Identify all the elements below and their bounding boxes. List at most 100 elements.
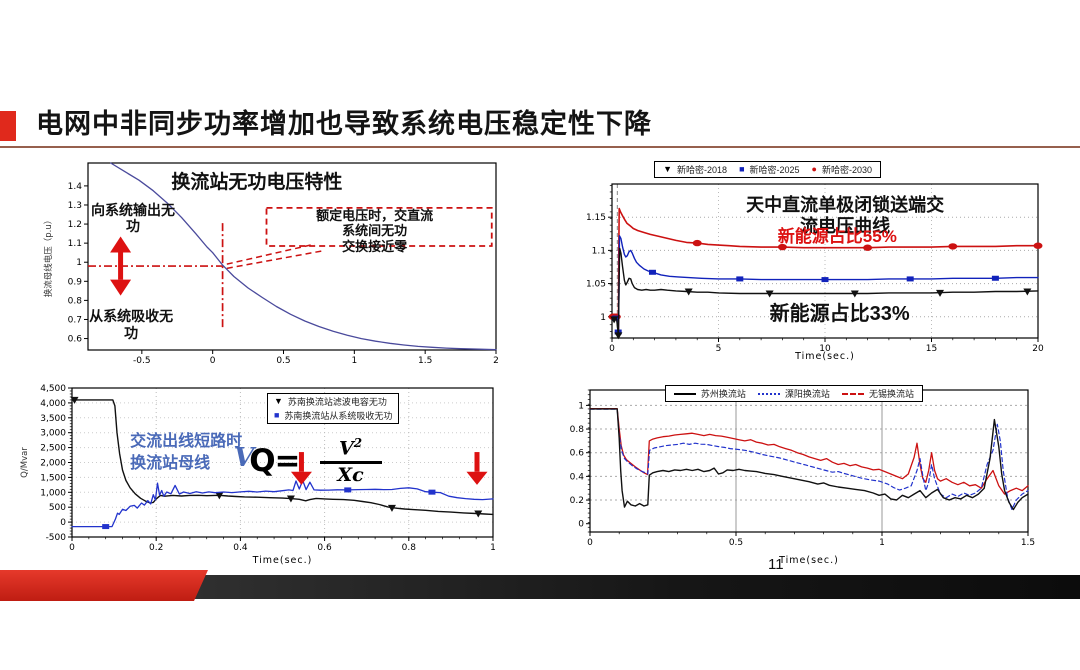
svg-text:0.4: 0.4	[570, 472, 585, 482]
svg-text:2,000: 2,000	[40, 459, 66, 469]
legend-item: 无锡换流站	[841, 387, 914, 400]
annotation-voltage-v: V	[233, 442, 255, 473]
legend-item: ■ 新哈密-2025	[739, 163, 799, 176]
footer-red-ribbon	[0, 570, 208, 601]
chart-legend: ▼ 苏南换流站滤波电容无功 ■ 苏南换流站从系统吸收无功	[266, 393, 400, 425]
svg-text:-500: -500	[46, 533, 67, 543]
legend-label: 苏州换流站	[700, 389, 746, 400]
svg-text:-0.5: -0.5	[133, 356, 151, 366]
title-underline	[0, 146, 1080, 148]
svg-text:0.2: 0.2	[149, 543, 163, 553]
svg-text:1.5: 1.5	[1021, 538, 1035, 548]
chart-tianzhong-dc-blocking-voltage: 0 5 10 15 20 1 1.05 1.1 1.15 Time(sec.) 天中直流单极闭锁送端…	[586, 158, 1048, 362]
svg-text:2,500: 2,500	[40, 444, 66, 454]
page-number: 11	[768, 556, 784, 573]
annotation-renewable-33: 新能源占比33%	[769, 302, 910, 325]
annotation-absorb-reactive: 从系统吸收无 功	[89, 308, 174, 341]
chart-converter-qv-characteristic: -0.5 0 0.5 1 1.5 2 0.6 0.7 0.8 0.9 1 1.1 1.2 1.3 1.4 换流…	[42, 158, 504, 376]
svg-text:15: 15	[926, 344, 937, 354]
svg-text:4,000: 4,000	[40, 399, 66, 409]
tianzhong-blocking-plot: 0 5 10 15 20 1 1.05 1.1 1.15 Time(sec.)	[586, 183, 1044, 362]
annotation-ac-fault: 交流出线短路时	[130, 432, 243, 450]
legend-item: 苏州换流站	[673, 387, 746, 400]
legend-item: 溧阳换流站	[757, 387, 830, 400]
tri-marker-icon: ▼	[663, 164, 673, 175]
tri-marker-icon: ▼	[273, 396, 283, 407]
svg-text:0.6: 0.6	[317, 543, 332, 553]
line-marker-icon	[673, 392, 696, 395]
svg-text:0.5: 0.5	[276, 356, 290, 366]
annotation-converter-bus: 换流站母线	[130, 455, 211, 473]
legend-label: 苏南换流站从系统吸收无功	[284, 411, 393, 422]
svg-text:1.2: 1.2	[68, 220, 82, 230]
svg-text:0: 0	[578, 520, 584, 530]
annotation-output-reactive: 向系统输出无 功	[91, 201, 175, 235]
legend-item: ■ 苏南换流站从系统吸收无功	[274, 409, 392, 422]
svg-text:1: 1	[578, 401, 584, 411]
sq-marker-icon: ■	[739, 164, 745, 175]
chart-title: 天中直流单极闭锁送端交流电压曲线	[746, 194, 945, 236]
annotation-renewable-55: 新能源占比55%	[777, 227, 897, 247]
svg-text:0.2: 0.2	[570, 496, 584, 506]
legend-label: 新哈密-2025	[749, 165, 800, 176]
legend-label: 新哈密-2018	[677, 165, 728, 176]
legend-label: 无锡换流站	[868, 389, 914, 400]
svg-text:1.1: 1.1	[592, 246, 606, 256]
svg-text:0.5: 0.5	[729, 538, 743, 548]
chart-legend: 苏州换流站 溧阳换流站 无锡换流站	[664, 385, 923, 403]
svg-text:0: 0	[587, 538, 593, 548]
svg-text:Q/Mvar: Q/Mvar	[20, 447, 30, 478]
svg-text:1.05: 1.05	[586, 280, 606, 290]
legend-label: 新哈密-2030	[821, 165, 872, 176]
svg-text:0: 0	[60, 518, 66, 528]
dot-marker-icon	[757, 392, 780, 395]
svg-text:1.3: 1.3	[68, 201, 82, 211]
legend-item: ▼ 新哈密-2018	[663, 163, 727, 176]
svg-text:Time(sec.): Time(sec.)	[252, 555, 313, 566]
svg-text:0.6: 0.6	[68, 335, 83, 345]
svg-text:3,500: 3,500	[40, 414, 66, 424]
svg-text:0: 0	[609, 344, 615, 354]
converter-qv-plot: -0.5 0 0.5 1 1.5 2 0.6 0.7 0.8 0.9 1 1.1 1.2 1.3 1.4 换流…	[43, 162, 499, 366]
svg-text:1.1: 1.1	[68, 239, 82, 249]
svg-text:1: 1	[600, 313, 606, 323]
svg-text:10: 10	[819, 344, 831, 354]
svg-text:500: 500	[49, 503, 66, 513]
annotation-q-formula: Q= V2 Xc	[249, 437, 382, 484]
svg-text:0.9: 0.9	[68, 277, 83, 287]
circ-marker-icon: ●	[811, 164, 817, 175]
footer-dark-bar	[190, 575, 1080, 599]
svg-text:0.8: 0.8	[402, 543, 417, 553]
annotation-rated-voltage: 额定电压时，交直流系统间无功 交换接近零	[316, 208, 434, 254]
svg-text:1.5: 1.5	[418, 356, 432, 366]
svg-text:1: 1	[351, 356, 357, 366]
chart-station-voltages: 0 0.5 1 1.5 0 0.2 0.4 0.6 0.8 1 Time(sec.) 苏州换流站 溧阳换…	[560, 380, 1048, 566]
chart-legend: ▼ 新哈密-2018 ■ 新哈密-2025 ● 新哈密-2030	[654, 161, 881, 179]
svg-text:1: 1	[76, 258, 82, 268]
svg-text:0.6: 0.6	[570, 449, 585, 459]
svg-text:0: 0	[69, 543, 75, 553]
svg-text:Time(sec.): Time(sec.)	[794, 351, 855, 362]
legend-label: 苏南换流站滤波电容无功	[287, 397, 387, 408]
svg-text:1,500: 1,500	[40, 473, 66, 483]
svg-text:4,500: 4,500	[40, 384, 66, 394]
legend-item: ● 新哈密-2030	[812, 163, 872, 176]
title-accent-bar	[0, 111, 16, 141]
svg-text:0.4: 0.4	[233, 543, 248, 553]
svg-text:1: 1	[490, 543, 496, 553]
svg-text:20: 20	[1032, 344, 1044, 354]
svg-text:换流母线电压（p.u）: 换流母线电压（p.u）	[43, 216, 54, 298]
svg-text:0.8: 0.8	[68, 296, 83, 306]
svg-text:0.8: 0.8	[570, 425, 585, 435]
svg-text:2: 2	[493, 356, 499, 366]
svg-text:0.7: 0.7	[68, 315, 82, 325]
svg-text:1: 1	[879, 538, 885, 548]
chart-title: 换流站无功电压特性	[171, 172, 343, 194]
svg-text:1.4: 1.4	[68, 182, 83, 192]
chart-sunan-reactive-power: 0 0.2 0.4 0.6 0.8 1 4,500 4,000 3,500 3,000 2,500 2…	[18, 382, 512, 566]
legend-item: ▼ 苏南换流站滤波电容无功	[274, 395, 387, 408]
dash-marker-icon	[841, 392, 864, 395]
svg-text:1,000: 1,000	[40, 488, 66, 498]
svg-text:Time(sec.): Time(sec.)	[778, 555, 839, 566]
